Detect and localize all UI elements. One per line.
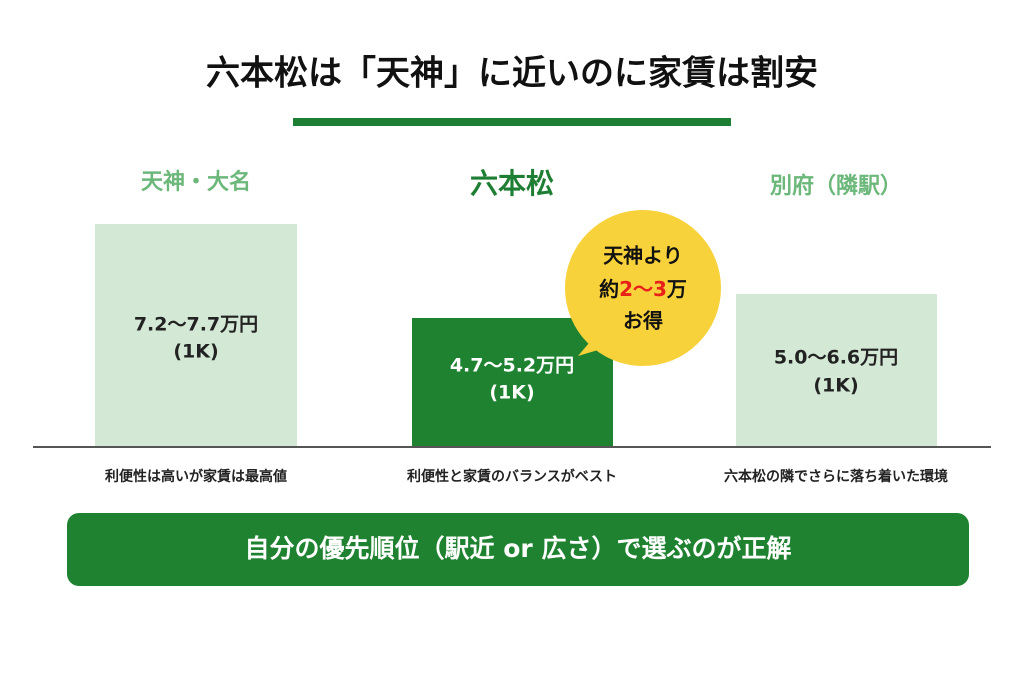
highlight: 2 (619, 277, 633, 301)
column-name: 六本松 (470, 167, 554, 200)
bar (95, 224, 297, 447)
bubble (565, 210, 721, 366)
title-underline (293, 118, 731, 126)
price: 4.7〜5.2万円 (450, 355, 574, 377)
bar (736, 294, 937, 447)
note: 利便性と家賃のバランスがベスト (407, 468, 617, 485)
column-name: 別府（隣駅） (770, 173, 902, 199)
bubble-text: 約2〜3万 (599, 277, 687, 301)
conclusion-box (67, 513, 969, 586)
highlight: 〜 (633, 277, 653, 301)
price-unit: (1K) (813, 375, 858, 397)
price: 5.0〜6.6万円 (774, 347, 898, 369)
bubble-text: 万 (666, 277, 687, 301)
conclusion: 自分の優先順位（駅近 or 広さ）で選ぶのが正解 (245, 534, 792, 563)
bar (412, 318, 613, 447)
price-unit: (1K) (173, 341, 218, 363)
bubble-text: 約 (599, 277, 619, 301)
note: 利便性は高いが家賃は最高値 (105, 468, 287, 485)
highlight: 3 (653, 277, 667, 301)
price-unit: (1K) (489, 382, 534, 404)
note: 六本松の隣でさらに落ち着いた環境 (724, 468, 948, 485)
price: 7.2〜7.7万円 (134, 314, 258, 336)
title: 六本松は「天神」に近いのに家賃は割安 (206, 54, 818, 94)
bubble-text: お得 (623, 309, 663, 333)
bubble-text: 天神より (603, 244, 683, 268)
column-name: 天神・大名 (141, 169, 251, 195)
